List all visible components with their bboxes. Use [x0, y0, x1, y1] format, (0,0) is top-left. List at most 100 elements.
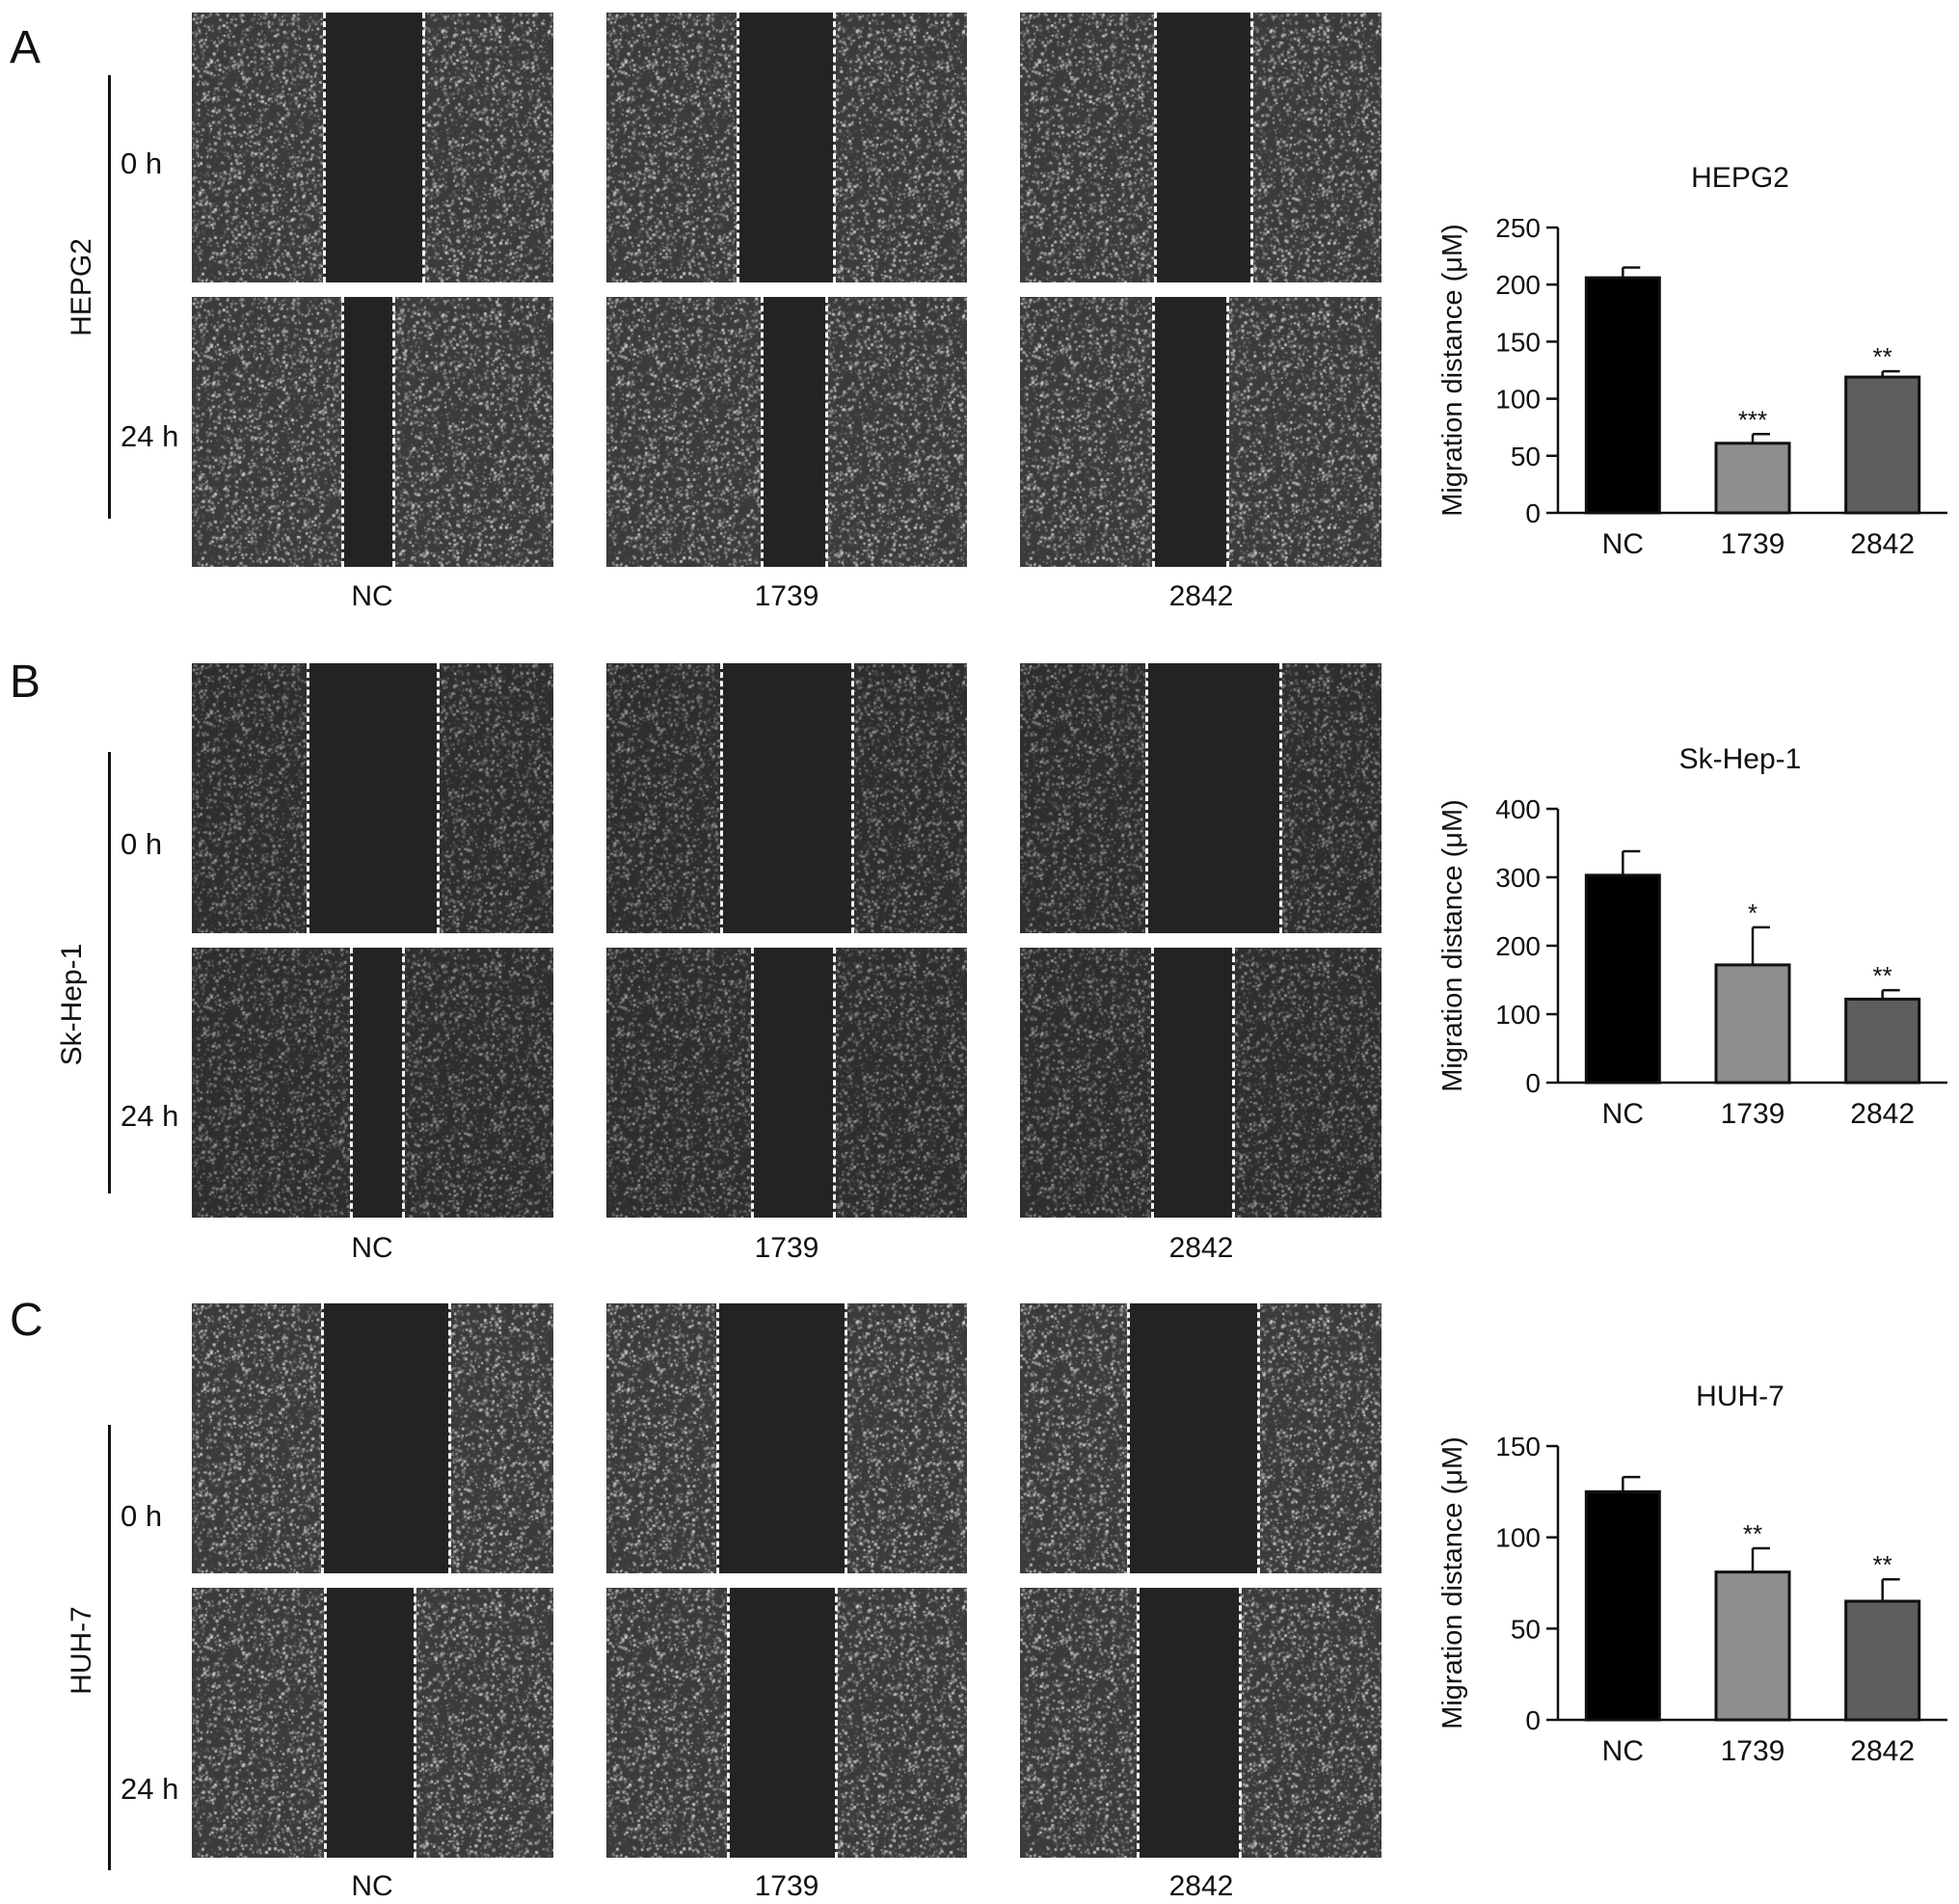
x-tick-label: 2842	[1850, 1735, 1915, 1767]
bar-chart-sk-hep-1: Sk-Hep-1 0 100 200 300 400 Migration distance …	[1437, 743, 1947, 1130]
significance-marker: **	[1873, 961, 1892, 990]
wound-edge-right-line	[1232, 948, 1235, 1218]
wound-edge-right-line	[1257, 1303, 1260, 1573]
wound-edge-left-line	[751, 948, 754, 1218]
y-axis-label: Migration distance (μM)	[1437, 799, 1468, 1092]
wound-gap	[738, 13, 834, 282]
condition-label-b-1739: 1739	[754, 1232, 819, 1264]
y-tick-label: 0	[1525, 1068, 1541, 1098]
wound-edge-left-line	[1127, 1303, 1130, 1573]
wound-gap	[308, 663, 438, 933]
micrograph-b-nc-24h	[192, 948, 553, 1218]
panel-c-bracket	[108, 1425, 111, 1870]
y-tick-label: 50	[1511, 442, 1541, 471]
cell-line-label-a: HEPG2	[66, 238, 97, 336]
y-tick-label: 200	[1495, 931, 1541, 961]
micrograph-a-2842-0h	[1020, 13, 1382, 282]
wound-edge-left-line	[761, 297, 764, 567]
wound-edge-right-line	[845, 1303, 847, 1573]
bar-nc	[1584, 873, 1661, 1085]
wound-gap	[324, 13, 423, 282]
significance-marker: *	[1748, 898, 1758, 927]
wound-edge-right-line	[392, 297, 395, 567]
wound-edge-left-line	[727, 1588, 730, 1858]
time-label-0h-b: 0 h	[121, 827, 163, 861]
cell-line-label-c: HUH-7	[66, 1606, 97, 1695]
panel-letter-b: B	[10, 657, 41, 708]
wound-edge-right-line	[825, 297, 828, 567]
x-tick-label: 2842	[1850, 528, 1915, 560]
micrograph-a-nc-0h	[192, 13, 553, 282]
micrograph-b-1739-24h	[606, 948, 967, 1218]
y-tick-label: 0	[1525, 498, 1541, 528]
micrograph-b-2842-0h	[1020, 663, 1382, 933]
significance-marker: **	[1743, 1519, 1762, 1548]
wound-edge-right-line	[1226, 297, 1229, 567]
micrograph-a-1739-24h	[606, 297, 967, 567]
wound-edge-right-line	[851, 663, 854, 933]
wound-edge-right-line	[414, 1588, 416, 1858]
y-tick-label: 50	[1511, 1614, 1541, 1644]
bar-chart-huh-7: HUH-7 0 50 100 150 Migration distance (μM) NC *…	[1437, 1381, 1947, 1767]
time-label-24h-c: 24 h	[121, 1772, 179, 1806]
panel-letter-a: A	[10, 22, 41, 73]
condition-label-c-2842: 2842	[1168, 1870, 1234, 1902]
bar-1739	[1714, 1570, 1791, 1722]
y-tick-label: 150	[1495, 327, 1541, 357]
micrograph-c-1739-0h	[606, 1303, 967, 1573]
y-tick-label: 150	[1495, 1432, 1541, 1462]
x-tick-label: 1739	[1721, 1098, 1785, 1130]
condition-label-a-1739: 1739	[754, 580, 819, 612]
y-tick-label: 100	[1495, 385, 1541, 415]
wound-edge-left-line	[1154, 13, 1157, 282]
wound-edge-left-line	[737, 13, 739, 282]
wound-edge-right-line	[1279, 663, 1282, 933]
wound-gap	[1138, 1588, 1240, 1858]
wound-edge-right-line	[835, 1588, 838, 1858]
bar-nc	[1584, 276, 1661, 515]
micrograph-a-2842-24h	[1020, 297, 1382, 567]
micrograph-c-1739-24h	[606, 1588, 967, 1858]
wound-gap	[325, 1588, 415, 1858]
x-tick-label: 1739	[1721, 528, 1785, 560]
condition-label-a-2842: 2842	[1168, 580, 1234, 612]
wound-edge-left-line	[1145, 663, 1148, 933]
wound-edge-left-line	[1152, 297, 1155, 567]
x-tick-label: NC	[1602, 1098, 1644, 1130]
bar-2842	[1844, 375, 1921, 515]
micrograph-b-1739-0h	[606, 663, 967, 933]
time-label-24h-a: 24 h	[121, 419, 179, 453]
micrograph-b-2842-24h	[1020, 948, 1382, 1218]
micrograph-a-nc-24h	[192, 297, 553, 567]
y-axis-label: Migration distance (μM)	[1437, 224, 1468, 517]
time-label-24h-b: 24 h	[121, 1099, 179, 1133]
condition-label-a-nc: NC	[351, 580, 393, 612]
condition-label-b-2842: 2842	[1168, 1232, 1234, 1264]
bar-1739	[1714, 963, 1791, 1085]
x-tick-label: NC	[1602, 528, 1644, 560]
panel-letter-c: C	[10, 1295, 43, 1346]
bar-2842	[1844, 997, 1921, 1085]
wound-edge-right-line	[437, 663, 440, 933]
micrograph-c-2842-0h	[1020, 1303, 1382, 1573]
wound-gap	[762, 297, 826, 567]
y-tick-label: 400	[1495, 794, 1541, 824]
wound-edge-right-line	[833, 13, 836, 282]
significance-marker: **	[1873, 1550, 1892, 1579]
bar-nc	[1584, 1489, 1661, 1722]
significance-marker: **	[1873, 342, 1892, 371]
wound-gap	[1153, 297, 1227, 567]
chart-title: HUH-7	[1696, 1381, 1785, 1412]
y-tick-label: 0	[1525, 1705, 1541, 1735]
x-tick-label: 1739	[1721, 1735, 1785, 1767]
wound-gap	[728, 1588, 836, 1858]
micrograph-a-1739-0h	[606, 13, 967, 282]
wound-edge-left-line	[321, 1303, 324, 1573]
wound-edge-left-line	[323, 13, 326, 282]
wound-edge-left-line	[716, 1303, 719, 1573]
micrograph-c-2842-24h	[1020, 1588, 1382, 1858]
wound-edge-left-line	[307, 663, 309, 933]
bar-chart-hepg2: HEPG2 0 50 100 150 200 250 Migration distance (…	[1437, 162, 1947, 560]
wound-gap	[721, 663, 852, 933]
wound-gap	[717, 1303, 845, 1573]
